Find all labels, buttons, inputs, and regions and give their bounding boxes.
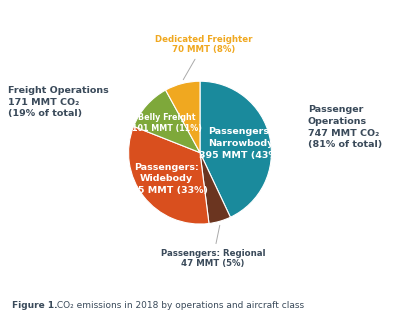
Text: Figure 1.: Figure 1. (12, 301, 58, 310)
Text: Belly Freight
101 MMT (11%): Belly Freight 101 MMT (11%) (132, 113, 202, 134)
Wedge shape (166, 81, 200, 153)
Wedge shape (134, 90, 200, 153)
Text: CO₂ emissions in 2018 by operations and aircraft class: CO₂ emissions in 2018 by operations and … (54, 301, 304, 310)
Text: Freight Operations
171 MMT CO₂
(19% of total): Freight Operations 171 MMT CO₂ (19% of t… (8, 86, 109, 119)
Text: Passengers: Regional
47 MMT (5%): Passengers: Regional 47 MMT (5%) (161, 225, 265, 268)
Text: Passengers:
Narrowbody
395 MMT (43%): Passengers: Narrowbody 395 MMT (43%) (199, 127, 282, 160)
Text: Dedicated Freighter
70 MMT (8%): Dedicated Freighter 70 MMT (8%) (155, 35, 252, 80)
Wedge shape (200, 153, 230, 224)
Text: Passengers:
Widebody
305 MMT (33%): Passengers: Widebody 305 MMT (33%) (125, 162, 208, 195)
Wedge shape (128, 126, 209, 224)
Wedge shape (200, 81, 272, 217)
Text: Passenger
Operations
747 MMT CO₂
(81% of total): Passenger Operations 747 MMT CO₂ (81% of… (308, 105, 382, 149)
